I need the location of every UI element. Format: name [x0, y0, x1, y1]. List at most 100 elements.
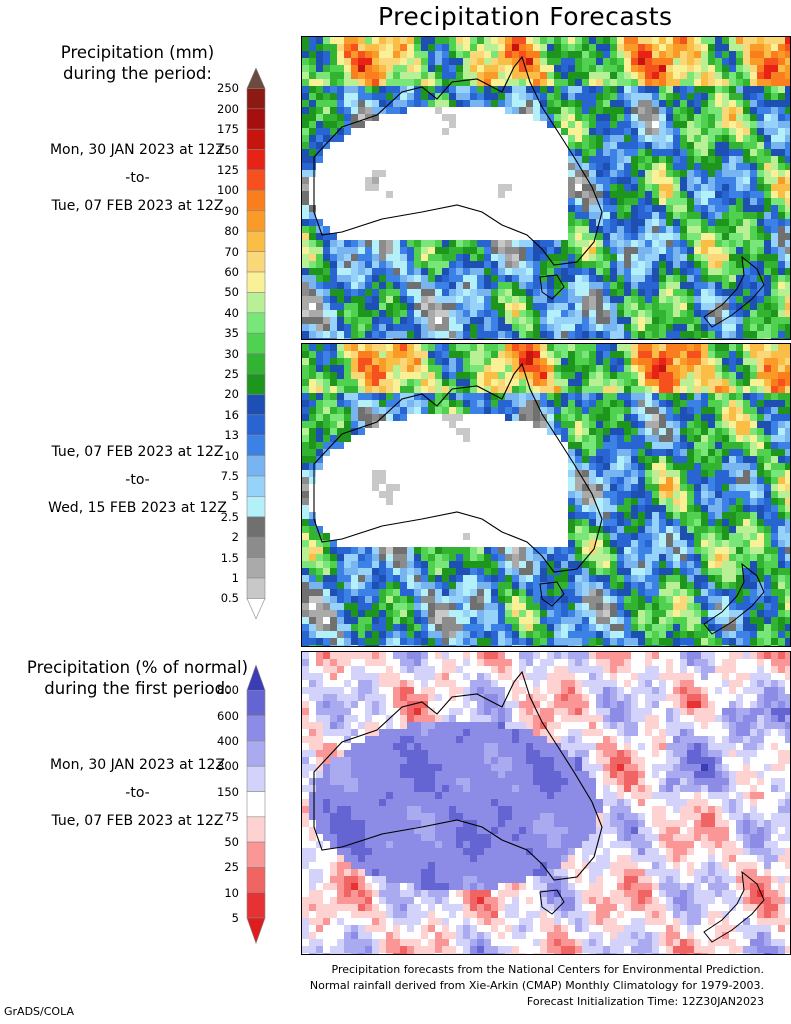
tasmania-outline — [539, 889, 565, 915]
colorbar-swatch — [246, 353, 266, 375]
colorbar-label: 70 — [224, 244, 239, 259]
colorbar-label: 50 — [224, 285, 239, 300]
colorbar-label: 1 — [231, 571, 239, 585]
colorbar-swatch — [246, 292, 266, 314]
colorbar-swatch — [246, 68, 266, 89]
colorbar-label: 0.5 — [220, 591, 239, 606]
footer-notes: Precipitation forecasts from the Nationa… — [309, 963, 764, 1008]
colorbar-label: 2 — [231, 530, 239, 545]
colorbar-label: 1.5 — [220, 550, 239, 565]
colorbar-swatch — [246, 536, 266, 558]
colorbar-swatch — [246, 689, 266, 716]
map-panel-period2 — [301, 343, 791, 647]
colorbar-label: 5 — [231, 911, 239, 925]
map-panel-percent — [301, 651, 791, 955]
coastline — [313, 362, 603, 573]
colorbar-swatch — [246, 816, 266, 843]
colorbar-label: 125 — [217, 163, 239, 177]
colorbar-label: 600 — [217, 708, 239, 723]
colorbar-label: 200 — [217, 101, 239, 116]
colorbar-swatch — [246, 715, 266, 742]
period3-end: Tue, 07 FEB 2023 at 12Z — [51, 813, 224, 829]
chart-title: Precipitation Forecasts — [378, 2, 673, 31]
colorbar-label: 10 — [224, 448, 239, 463]
period3-sep: -to- — [125, 785, 150, 801]
colorbar-label: 2.5 — [220, 509, 239, 524]
period3-start: Mon, 30 JAN 2023 at 12Z — [49, 757, 226, 773]
colorbar-label: 100 — [217, 183, 239, 198]
colorbar-label: 175 — [217, 122, 239, 137]
colorbar-swatch — [246, 210, 266, 232]
grads-credit: GrADS/COLA — [4, 1005, 74, 1018]
colorbar-swatch — [246, 88, 266, 110]
colorbar-label: 16 — [224, 407, 239, 422]
colorbar-swatch — [246, 373, 266, 395]
colorbar-swatch — [246, 230, 266, 252]
colorbar-swatch — [246, 516, 266, 538]
colorbar-label: 25 — [224, 367, 239, 381]
colorbar-swatch — [246, 577, 266, 599]
new-zealand-outline — [703, 870, 765, 943]
colorbar-label: 10 — [224, 885, 239, 900]
colorbar-swatch — [246, 332, 266, 354]
colorbar-label: 150 — [217, 784, 239, 799]
colorbar-label: 30 — [224, 346, 239, 361]
colorbar-swatch — [246, 892, 266, 919]
colorbar-swatch — [246, 475, 266, 497]
colorbar-label: 60 — [224, 265, 239, 279]
period1-start: Mon, 30 JAN 2023 at 12Z — [49, 142, 226, 158]
colorbar-swatch — [246, 765, 266, 792]
new-zealand-outline — [703, 255, 765, 328]
colorbar-label: 250 — [217, 81, 239, 96]
colorbar-swatch — [246, 128, 266, 150]
colorbar-label: 13 — [224, 428, 239, 443]
colorbar-label: 150 — [217, 142, 239, 157]
colorbar-swatch — [246, 434, 266, 456]
colorbar-swatch — [246, 740, 266, 767]
colorbar-swatch — [246, 665, 266, 691]
colorbar-swatch — [246, 414, 266, 436]
colorbar-label: 5 — [231, 489, 239, 504]
colorbar-swatch — [246, 251, 266, 273]
period2-sep: -to- — [125, 472, 150, 488]
map-panel-period1 — [301, 36, 791, 340]
colorbar-swatch — [246, 917, 266, 945]
colorbar-swatch — [246, 312, 266, 334]
mm-header: Precipitation (mm) during the period: — [60, 43, 215, 83]
colorbar-label: 80 — [224, 224, 239, 239]
colorbar-swatch — [246, 496, 266, 518]
colorbar-swatch — [246, 108, 266, 130]
colorbar-label: 7.5 — [220, 469, 239, 483]
colorbar-swatch — [246, 169, 266, 191]
colorbar-label: 300 — [217, 759, 239, 774]
colorbar-label: 800 — [217, 683, 239, 698]
period1-sep: -to- — [125, 170, 150, 186]
period1-end: Tue, 07 FEB 2023 at 12Z — [51, 198, 224, 214]
colorbar-label: 25 — [224, 860, 239, 875]
colorbar-label: 20 — [224, 387, 239, 402]
colorbar-label: 35 — [224, 326, 239, 341]
colorbar-label: 50 — [224, 835, 239, 850]
pct-header: Precipitation (% of normal) during the f… — [26, 658, 249, 698]
colorbar-swatch — [246, 557, 266, 579]
colorbar-swatch — [246, 455, 266, 477]
colorbar-swatch — [246, 149, 266, 171]
tasmania-outline — [539, 274, 565, 300]
coastline — [313, 670, 603, 881]
coastline — [313, 55, 603, 266]
colorbar-swatch — [246, 394, 266, 416]
period2-end: Wed, 15 FEB 2023 at 12Z — [48, 500, 227, 516]
colorbar-swatch — [246, 271, 266, 293]
colorbar-label: 90 — [224, 203, 239, 218]
colorbar-swatch — [246, 598, 266, 620]
colorbar-label: 40 — [224, 305, 239, 320]
colorbar-label: 75 — [224, 809, 239, 824]
colorbar-swatch — [246, 190, 266, 212]
colorbar-label: 400 — [217, 733, 239, 748]
tasmania-outline — [539, 581, 565, 607]
new-zealand-outline — [703, 562, 765, 635]
period2-start: Tue, 07 FEB 2023 at 12Z — [51, 444, 224, 460]
colorbar-swatch — [246, 841, 266, 868]
colorbar-swatch — [246, 791, 266, 818]
colorbar-swatch — [246, 867, 266, 893]
